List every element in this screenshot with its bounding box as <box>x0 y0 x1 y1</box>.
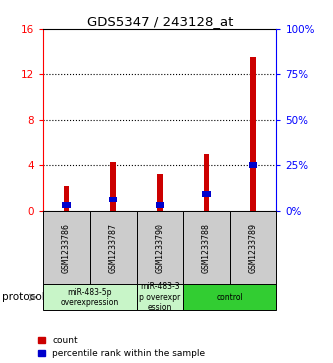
Text: protocol: protocol <box>2 292 44 302</box>
Legend: count, percentile rank within the sample: count, percentile rank within the sample <box>38 336 205 359</box>
Text: GSM1233788: GSM1233788 <box>202 223 211 273</box>
Bar <box>64 185 69 211</box>
Bar <box>249 162 257 168</box>
Text: GSM1233790: GSM1233790 <box>155 223 165 273</box>
Bar <box>109 197 118 203</box>
Bar <box>90 211 137 285</box>
Text: control: control <box>216 293 243 302</box>
Text: GSM1233789: GSM1233789 <box>248 223 258 273</box>
Bar <box>137 284 183 310</box>
Title: GDS5347 / 243128_at: GDS5347 / 243128_at <box>87 15 233 28</box>
Bar <box>204 154 209 211</box>
Bar <box>43 211 90 285</box>
Bar <box>111 162 116 211</box>
Bar <box>202 191 211 197</box>
Bar <box>43 284 137 310</box>
Bar <box>230 211 276 285</box>
Bar <box>157 174 163 211</box>
Text: miR-483-3
p overexpr
ession: miR-483-3 p overexpr ession <box>139 282 180 312</box>
Bar <box>137 211 183 285</box>
Text: GSM1233786: GSM1233786 <box>62 223 71 273</box>
Bar <box>250 57 256 211</box>
Bar <box>183 284 276 310</box>
Bar <box>183 211 230 285</box>
Text: miR-483-5p
overexpression: miR-483-5p overexpression <box>61 287 119 307</box>
Bar <box>62 202 71 208</box>
Bar <box>156 202 164 208</box>
Text: GSM1233787: GSM1233787 <box>109 223 118 273</box>
